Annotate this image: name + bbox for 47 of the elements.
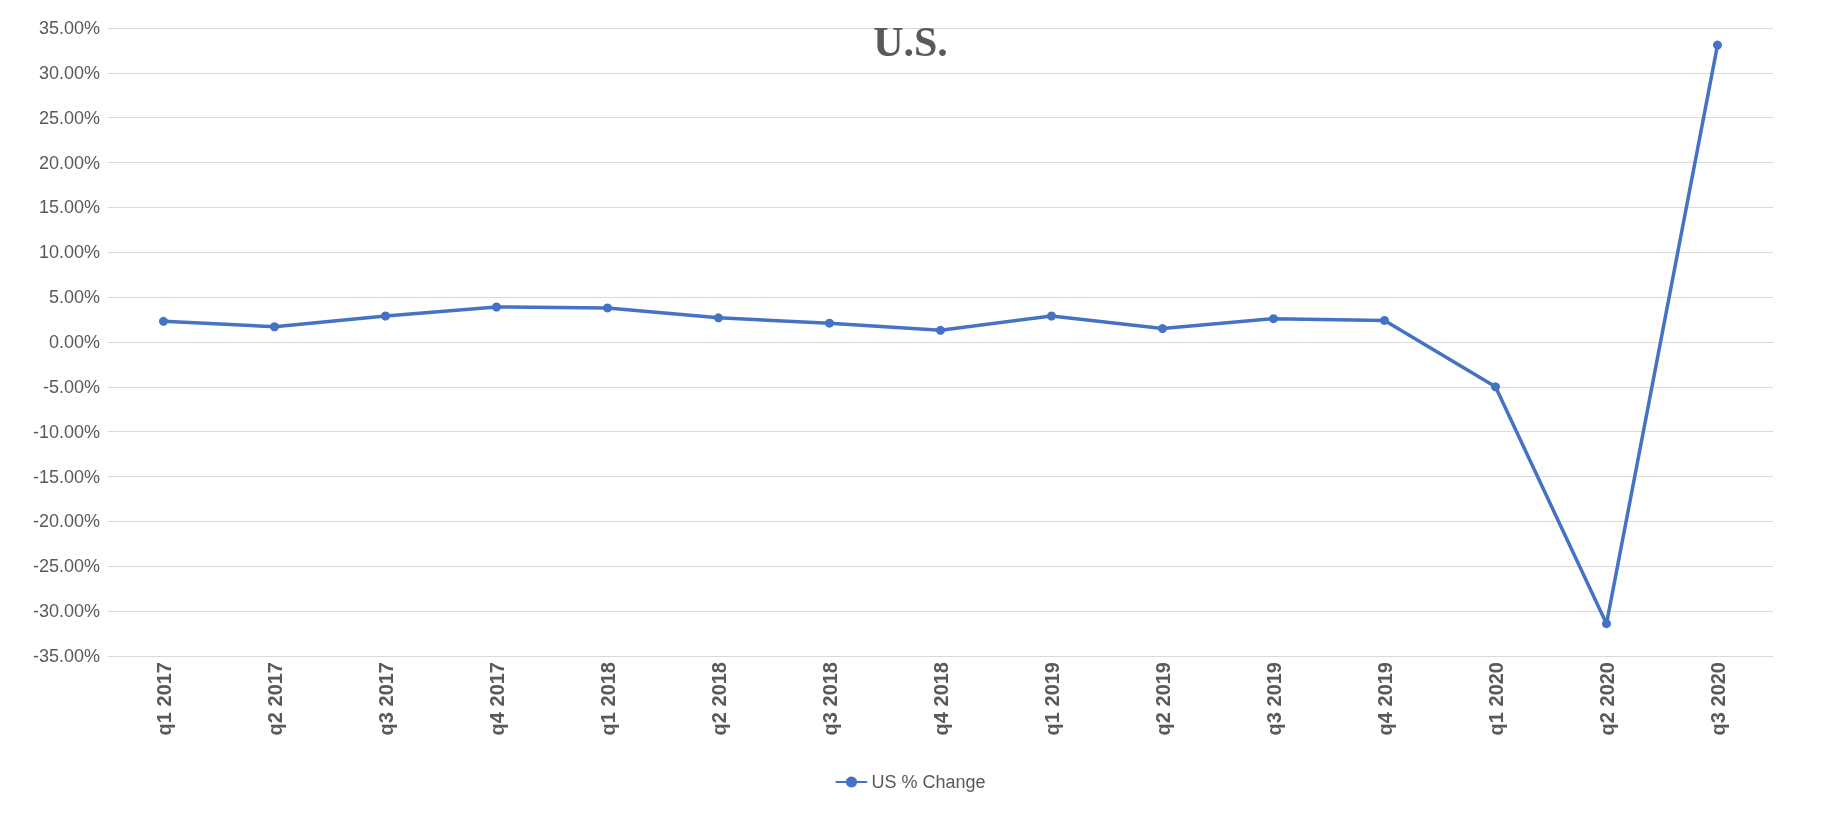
point [1380, 315, 1389, 325]
point [1269, 314, 1278, 324]
y-tick-label: -30.00% [32, 601, 100, 622]
point [1491, 382, 1500, 392]
x-tick-label: q2 2017 [263, 662, 286, 736]
point [381, 311, 390, 321]
point [159, 316, 168, 326]
point [936, 325, 945, 335]
y-tick-label: 15.00% [38, 197, 100, 218]
x-tick-label: q3 2018 [818, 662, 841, 736]
x-tick-label: q3 2017 [374, 662, 397, 736]
point [1602, 619, 1611, 629]
y-tick-label: -20.00% [32, 511, 100, 532]
x-tick-label: q1 2017 [152, 662, 175, 736]
y-tick-label: -10.00% [32, 421, 100, 442]
y-tick-label: 0.00% [48, 332, 100, 352]
y-tick-label: 10.00% [38, 242, 100, 263]
point [1713, 40, 1722, 50]
y-tick-label: -35.00% [32, 646, 100, 666]
y-tick-label: -5.00% [42, 376, 100, 397]
x-tick-label: q2 2018 [707, 662, 730, 736]
chart-title: U.S. [873, 19, 948, 65]
y-tick-label: -15.00% [32, 466, 100, 487]
y-tick-label: 35.00% [38, 18, 100, 38]
point [603, 303, 612, 313]
point [1047, 311, 1056, 321]
y-tick-label: 30.00% [38, 62, 100, 83]
x-tick-label: q1 2018 [596, 662, 619, 736]
x-tick-label: q1 2019 [1040, 662, 1063, 736]
x-tick-label: q1 2020 [1484, 662, 1507, 736]
point [1158, 324, 1167, 334]
x-tick-label: q4 2017 [485, 662, 508, 736]
x-tick-label: q3 2020 [1706, 662, 1729, 736]
x-tick-label: q3 2019 [1262, 662, 1285, 736]
x-tick-label: q4 2019 [1373, 662, 1396, 736]
y-tick-label: -25.00% [32, 556, 100, 577]
x-tick-label: q2 2020 [1595, 662, 1618, 736]
point [825, 318, 834, 328]
point [492, 302, 501, 312]
point [714, 313, 723, 323]
y-tick-label: 20.00% [38, 152, 100, 173]
x-tick-label: q2 2019 [1151, 662, 1174, 736]
x-tick-label: q4 2018 [929, 662, 952, 736]
legend-label: US % Change [871, 772, 986, 792]
y-tick-label: 5.00% [48, 287, 100, 308]
y-tick-label: 25.00% [38, 107, 100, 128]
point [270, 322, 279, 332]
